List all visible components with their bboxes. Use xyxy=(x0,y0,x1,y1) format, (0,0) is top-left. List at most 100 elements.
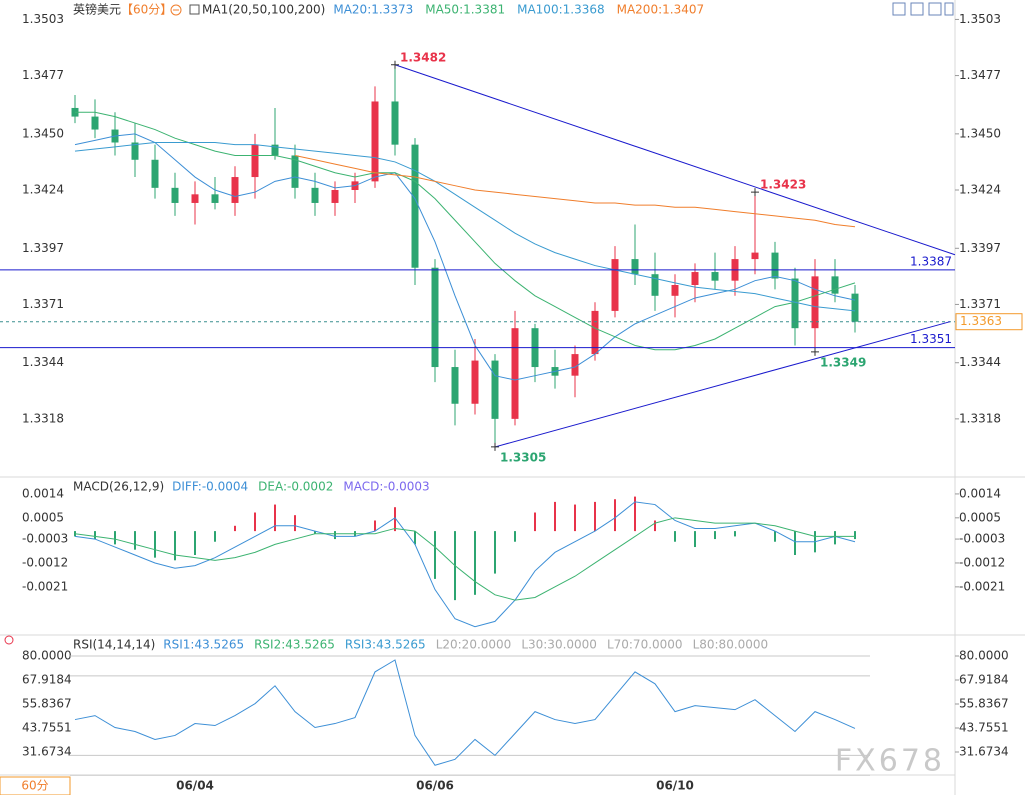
y-tick-label: -0.0012 xyxy=(959,555,1005,569)
y-tick-label: 1.3477 xyxy=(22,68,64,82)
x-tick-label: 06/10 xyxy=(656,779,694,793)
legend-label: RSI3:43.5265 xyxy=(345,638,426,652)
y-tick-label: -0.0021 xyxy=(959,579,1005,593)
y-tick-label: 1.3318 xyxy=(22,411,64,425)
candle-body xyxy=(471,360,479,404)
candle-body xyxy=(671,285,679,296)
candle-body xyxy=(311,187,319,203)
candle-body xyxy=(251,144,259,178)
candle-body xyxy=(411,144,419,268)
toolbar-icons[interactable] xyxy=(892,2,954,16)
candle-body xyxy=(271,144,279,156)
period-button-label[interactable]: 60分 xyxy=(21,779,48,793)
legend-label: MA200:1.3407 xyxy=(617,3,705,17)
extreme-marker xyxy=(811,347,819,356)
y-tick-label: 1.3477 xyxy=(959,68,1001,82)
y-tick-label: 0.0014 xyxy=(22,486,64,500)
legend-label: DEA:-0.0002 xyxy=(258,480,333,494)
y-tick-label: 1.3397 xyxy=(22,241,64,255)
candle-body xyxy=(631,259,639,275)
icon[interactable] xyxy=(928,2,942,16)
y-tick-label: -0.0012 xyxy=(22,555,68,569)
macd-line xyxy=(74,517,855,601)
y-tick-label: 67.9184 xyxy=(22,672,72,686)
candle-body xyxy=(191,194,199,203)
y-tick-label: 1.3371 xyxy=(959,297,1001,311)
candle-body xyxy=(91,116,99,130)
y-tick-label: 1.3450 xyxy=(22,126,64,140)
candle-body xyxy=(291,155,299,188)
legend-label: MACD:-0.0003 xyxy=(343,480,429,494)
y-tick-label: 55.8367 xyxy=(22,696,72,710)
trend-line xyxy=(494,321,951,448)
candle-body xyxy=(331,190,339,203)
candle-body xyxy=(151,159,159,188)
candle-body xyxy=(431,267,439,368)
y-tick-label: 1.3371 xyxy=(22,297,64,311)
ma-line xyxy=(74,142,856,312)
y-tick-label: 67.9184 xyxy=(959,672,1009,686)
extreme-marker xyxy=(491,442,499,451)
rsi-line xyxy=(74,659,856,766)
y-tick-label: 31.6734 xyxy=(22,745,72,759)
legend-label: MA20:1.3373 xyxy=(333,3,413,17)
candle-body xyxy=(791,278,799,329)
y-tick-label: 1.3503 xyxy=(22,12,64,26)
candle-body xyxy=(651,274,659,296)
y-tick-label: 1.3318 xyxy=(959,411,1001,425)
y-tick-label: 1.3424 xyxy=(22,183,64,197)
legend-label: L80:80.0000 xyxy=(693,638,769,652)
candle-body xyxy=(231,177,239,203)
y-tick-label: -0.0003 xyxy=(22,532,68,546)
extreme-label: 1.3349 xyxy=(820,355,866,369)
candle-body xyxy=(451,367,459,404)
legend-label: L70:70.0000 xyxy=(607,638,683,652)
x-tick-label: 06/04 xyxy=(176,779,214,793)
legend-label: MA1(20,50,100,200) xyxy=(202,3,325,17)
icon[interactable] xyxy=(910,2,924,16)
y-tick-label: 1.3503 xyxy=(959,12,1001,26)
candle-body xyxy=(831,276,839,294)
y-tick-label: 43.7551 xyxy=(959,721,1009,735)
candle-body xyxy=(371,101,379,182)
last-price-box xyxy=(955,313,1023,331)
y-tick-label: 1.3397 xyxy=(959,241,1001,255)
legend-label: 【60分】 xyxy=(121,3,172,17)
ma-line xyxy=(294,154,856,228)
y-tick-label: 0.0014 xyxy=(959,486,1001,500)
legend-label: L30:30.0000 xyxy=(521,638,597,652)
icon[interactable] xyxy=(892,2,906,16)
candle-body xyxy=(491,360,499,419)
extreme-label: 1.3482 xyxy=(400,50,446,64)
watermark: FX678 xyxy=(835,744,945,779)
extreme-marker xyxy=(391,60,399,69)
y-tick-label: 0.0005 xyxy=(959,510,1001,524)
icon[interactable] xyxy=(944,2,954,16)
legend-label: RSI(14,14,14) xyxy=(73,638,155,652)
y-tick-label: 1.3424 xyxy=(959,183,1001,197)
legend-label: DIFF:-0.0004 xyxy=(172,480,248,494)
settings-icon[interactable] xyxy=(4,635,14,645)
candle-body xyxy=(771,252,779,279)
checkbox[interactable] xyxy=(189,4,200,15)
period-button[interactable] xyxy=(0,776,71,795)
collapse-icon[interactable] xyxy=(170,4,182,16)
trend-line xyxy=(394,64,956,256)
y-tick-label: -0.0003 xyxy=(959,532,1005,546)
legend-label: MA50:1.3381 xyxy=(425,3,505,17)
candle-body xyxy=(391,101,399,145)
level-label: 1.3387 xyxy=(910,254,952,268)
legend-label: RSI2:43.5265 xyxy=(254,638,335,652)
y-tick-label: 1.3344 xyxy=(959,355,1001,369)
candle-body xyxy=(511,328,519,419)
y-tick-label: 0.0005 xyxy=(22,510,64,524)
y-tick-label: 55.8367 xyxy=(959,696,1009,710)
y-tick-label: 80.0000 xyxy=(959,648,1009,662)
candle-body xyxy=(131,142,139,160)
y-tick-label: 1.3450 xyxy=(959,126,1001,140)
legend-label: 英镑美元 xyxy=(73,2,121,17)
candle-body xyxy=(811,276,819,329)
candle-body xyxy=(611,259,619,311)
candle-body xyxy=(211,194,219,203)
